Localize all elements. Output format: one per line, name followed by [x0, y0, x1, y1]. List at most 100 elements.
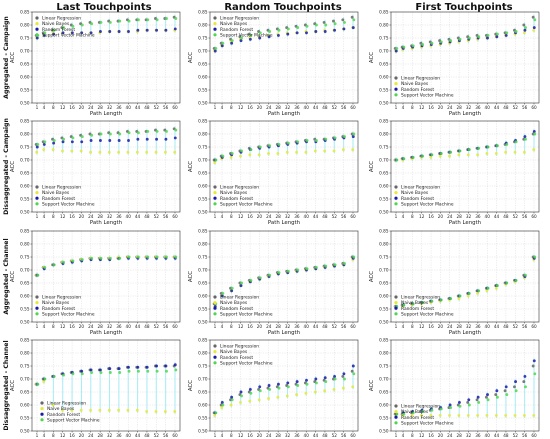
x-tick-label: 60	[350, 433, 356, 438]
legend-entry: Linear Regression	[220, 185, 259, 191]
data-point	[324, 380, 328, 384]
x-tick-label: 1	[395, 433, 398, 438]
legend-marker	[35, 185, 39, 189]
x-tick-label: 28	[456, 214, 462, 219]
x-tick-label: 16	[69, 105, 75, 110]
y-tick-label: 0.70	[198, 268, 208, 273]
data-point	[173, 136, 177, 140]
subplot: 0.500.550.600.650.700.750.800.851 4 8 12 16 2…	[188, 338, 359, 438]
plot-frame	[31, 11, 181, 104]
y-axis-label: ACC	[369, 52, 375, 63]
data-point	[467, 148, 471, 152]
data-point	[395, 158, 399, 162]
data-point	[342, 372, 346, 376]
row-label: Dissaggregated - Campaign	[3, 118, 10, 215]
x-tick-label: 36	[116, 214, 122, 219]
data-point	[42, 380, 46, 384]
data-point	[249, 278, 253, 282]
data-point	[343, 20, 346, 24]
data-point	[495, 35, 499, 39]
data-point	[514, 389, 518, 393]
data-point	[322, 20, 326, 24]
subplot: 0.500.550.600.650.700.750.800.851 4 8 12 16 2…	[188, 10, 359, 117]
data-point	[99, 20, 103, 24]
data-point	[286, 269, 290, 273]
data-point	[35, 145, 39, 149]
data-point	[98, 408, 102, 412]
data-point	[42, 142, 46, 146]
x-tick-label: 1	[214, 433, 217, 438]
legend-entry: Random Forest	[220, 27, 253, 33]
data-point	[89, 139, 93, 142]
x-tick-label: 60	[172, 105, 178, 110]
x-tick-label: 40	[126, 214, 132, 219]
legend-entry: Linear Regression	[401, 295, 440, 301]
data-point	[248, 387, 252, 391]
x-tick-label: 24	[447, 105, 453, 110]
data-point	[213, 49, 217, 53]
data-point	[99, 132, 103, 136]
data-point	[485, 152, 489, 155]
data-point	[296, 384, 300, 387]
y-tick-label: 0.80	[379, 23, 389, 28]
x-axis-label: Path Length	[268, 220, 300, 226]
plot-frame	[390, 339, 540, 432]
x-tick-label: 36	[475, 433, 481, 438]
y-tick-label: 0.65	[198, 62, 208, 67]
data-point	[532, 28, 536, 32]
data-point	[295, 380, 299, 384]
legend-entry: Naive Bayes	[220, 349, 248, 355]
data-point	[174, 368, 178, 372]
x-tick-label: 8	[230, 433, 233, 438]
data-point	[486, 286, 490, 290]
data-point	[476, 395, 480, 399]
data-point	[173, 27, 177, 31]
legend-marker	[394, 185, 398, 189]
data-point	[314, 265, 318, 269]
x-tick-label: 24	[88, 433, 94, 438]
x-tick-label: 4	[221, 214, 224, 219]
data-point	[286, 385, 290, 389]
data-point	[99, 371, 103, 374]
data-point	[395, 412, 399, 416]
x-tick-label: 12	[60, 324, 66, 329]
y-tick-label: 0.70	[198, 49, 208, 54]
data-point	[276, 33, 280, 37]
data-point	[230, 398, 234, 402]
x-tick-label: 52	[513, 433, 519, 438]
y-tick-label: 0.85	[20, 338, 30, 343]
x-tick-label: 32	[466, 433, 472, 438]
data-point	[108, 139, 112, 142]
y-tick-label: 0.60	[198, 184, 208, 189]
data-point	[533, 18, 537, 22]
x-tick-label: 8	[411, 433, 414, 438]
x-tick-label: 32	[466, 324, 472, 329]
x-tick-label: 20	[257, 324, 263, 329]
data-point	[343, 262, 346, 265]
data-point	[485, 289, 489, 293]
x-tick-label: 4	[43, 324, 46, 329]
legend-marker	[40, 412, 44, 416]
x-tick-label: 12	[238, 214, 244, 219]
x-tick-label: 20	[438, 105, 444, 110]
legend-entry: Naive Bayes	[401, 81, 429, 87]
x-tick-label: 20	[257, 433, 263, 438]
x-tick-label: 60	[350, 105, 356, 110]
data-point	[494, 413, 498, 417]
data-point	[155, 28, 159, 32]
x-tick-label: 48	[503, 324, 509, 329]
x-tick-label: 20	[438, 214, 444, 219]
x-tick-label: 44	[494, 214, 500, 219]
y-tick-label: 0.80	[198, 351, 208, 356]
data-point	[341, 148, 345, 152]
data-point	[514, 140, 518, 144]
row-label: Dissaggregated - Channel	[3, 340, 10, 430]
legend-marker	[35, 202, 39, 206]
data-point	[402, 45, 406, 49]
data-point	[126, 408, 130, 412]
x-tick-label: 12	[60, 214, 66, 219]
subplot: 0.500.550.600.650.700.750.800.851 4 8 12 16 2…	[369, 119, 540, 226]
data-point	[485, 413, 489, 417]
legend-marker	[35, 295, 39, 299]
